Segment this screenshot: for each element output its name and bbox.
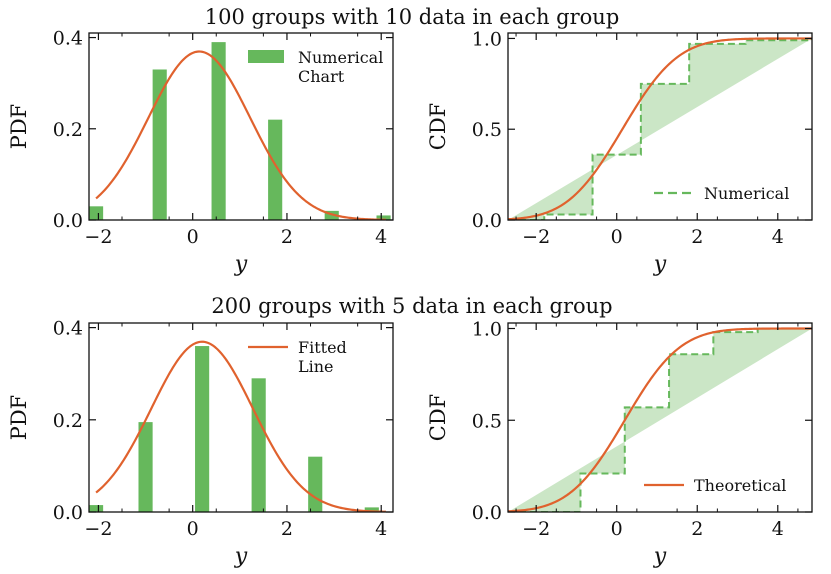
bar-2 (195, 346, 210, 512)
fitted-line (95, 340, 386, 512)
x-tick-label: 2 (691, 226, 703, 248)
x-axis-label: y (653, 544, 667, 569)
panel-top-cdf: −2 0 2 4 0.0 0.5 1.0 y CDF Numerical (426, 28, 813, 277)
panel-top-pdf: −2 0 2 4 0.0 0.2 0.4 y PDF 100 groups with 10 dat… (7, 5, 619, 277)
y-axis-label: PDF (7, 395, 31, 441)
cdf-fill (508, 328, 812, 512)
x-tick-label: 2 (281, 226, 293, 248)
y-tick-label: 1.0 (472, 319, 502, 341)
panel-title: 200 groups with 5 data in each group (211, 294, 612, 318)
legend-label: Fitted (298, 338, 347, 357)
theoretical-line (508, 37, 812, 220)
x-tick-label: 0 (187, 518, 199, 540)
x-tick-label: 4 (375, 518, 387, 540)
x-tick-label: 4 (375, 226, 387, 248)
x-tick-label: −2 (522, 226, 550, 248)
bar-5 (376, 215, 391, 220)
bar-0 (89, 206, 104, 220)
legend-label: Theoretical (694, 476, 786, 495)
y-tick-label: 0.2 (53, 410, 83, 432)
x-tick-label: 4 (772, 518, 784, 540)
y-tick-label: 0.4 (53, 28, 83, 50)
bar-3 (268, 119, 283, 220)
plot-area (508, 327, 812, 512)
y-axis-label: PDF (7, 104, 31, 150)
cdf-step-line (508, 38, 812, 220)
y-axis-label: CDF (426, 394, 450, 441)
bar-5 (364, 507, 379, 512)
x-tick-label: 2 (281, 518, 293, 540)
plot-area (89, 42, 391, 220)
x-tick-label: 4 (772, 226, 784, 248)
theoretical-line (508, 327, 812, 512)
cdf-step-line (508, 327, 812, 512)
bar-1 (152, 69, 167, 220)
legend-label: Numerical (704, 184, 789, 203)
y-tick-label: 0.5 (472, 410, 502, 432)
x-tick-label: 2 (691, 518, 703, 540)
y-tick-label: 0.4 (53, 318, 83, 340)
axes-frame (88, 322, 394, 513)
x-tick-label: −2 (84, 226, 112, 248)
panel-title: 100 groups with 10 data in each group (205, 5, 620, 29)
axes-frame (88, 32, 394, 221)
legend-label: Numerical (298, 48, 383, 67)
x-tick-label: 0 (611, 226, 623, 248)
legend-swatch (248, 50, 284, 63)
legend: Numerical (654, 184, 789, 203)
x-tick-label: 0 (611, 518, 623, 540)
y-tick-label: 0.5 (472, 119, 502, 141)
legend-label: Chart (298, 67, 345, 86)
y-tick-label: 0.2 (53, 119, 83, 141)
bar-0 (89, 505, 104, 512)
panel-bottom-pdf: −2 0 2 4 0.0 0.2 0.4 y PDF 200 groups with 5 data… (7, 294, 613, 569)
bar-1 (138, 422, 153, 512)
y-tick-label: 1.0 (472, 28, 502, 50)
x-axis-label: y (653, 252, 667, 277)
fitted-line (95, 50, 386, 220)
cdf-fill (508, 38, 812, 220)
x-tick-label: −2 (522, 518, 550, 540)
plot-area (89, 340, 386, 512)
axes-frame (507, 32, 813, 221)
y-axis-label: CDF (426, 103, 450, 150)
x-axis-label: y (234, 252, 248, 277)
legend-label: Line (298, 357, 334, 376)
axes-frame (507, 322, 813, 513)
y-tick-label: 0.0 (472, 502, 502, 524)
x-tick-label: −2 (84, 518, 112, 540)
panel-bottom-cdf: −2 0 2 4 0.0 0.5 1.0 y CDF Theoretical (426, 319, 813, 569)
bar-4 (308, 456, 323, 512)
x-tick-label: 0 (187, 226, 199, 248)
y-tick-label: 0.0 (53, 502, 83, 524)
bar-3 (251, 378, 266, 512)
plot-area (508, 37, 812, 220)
legend: Theoretical (644, 476, 786, 495)
x-axis-label: y (234, 544, 248, 569)
bar-2 (211, 42, 226, 220)
y-tick-label: 0.0 (53, 210, 83, 232)
bar-4 (324, 210, 339, 220)
y-tick-label: 0.0 (472, 210, 502, 232)
